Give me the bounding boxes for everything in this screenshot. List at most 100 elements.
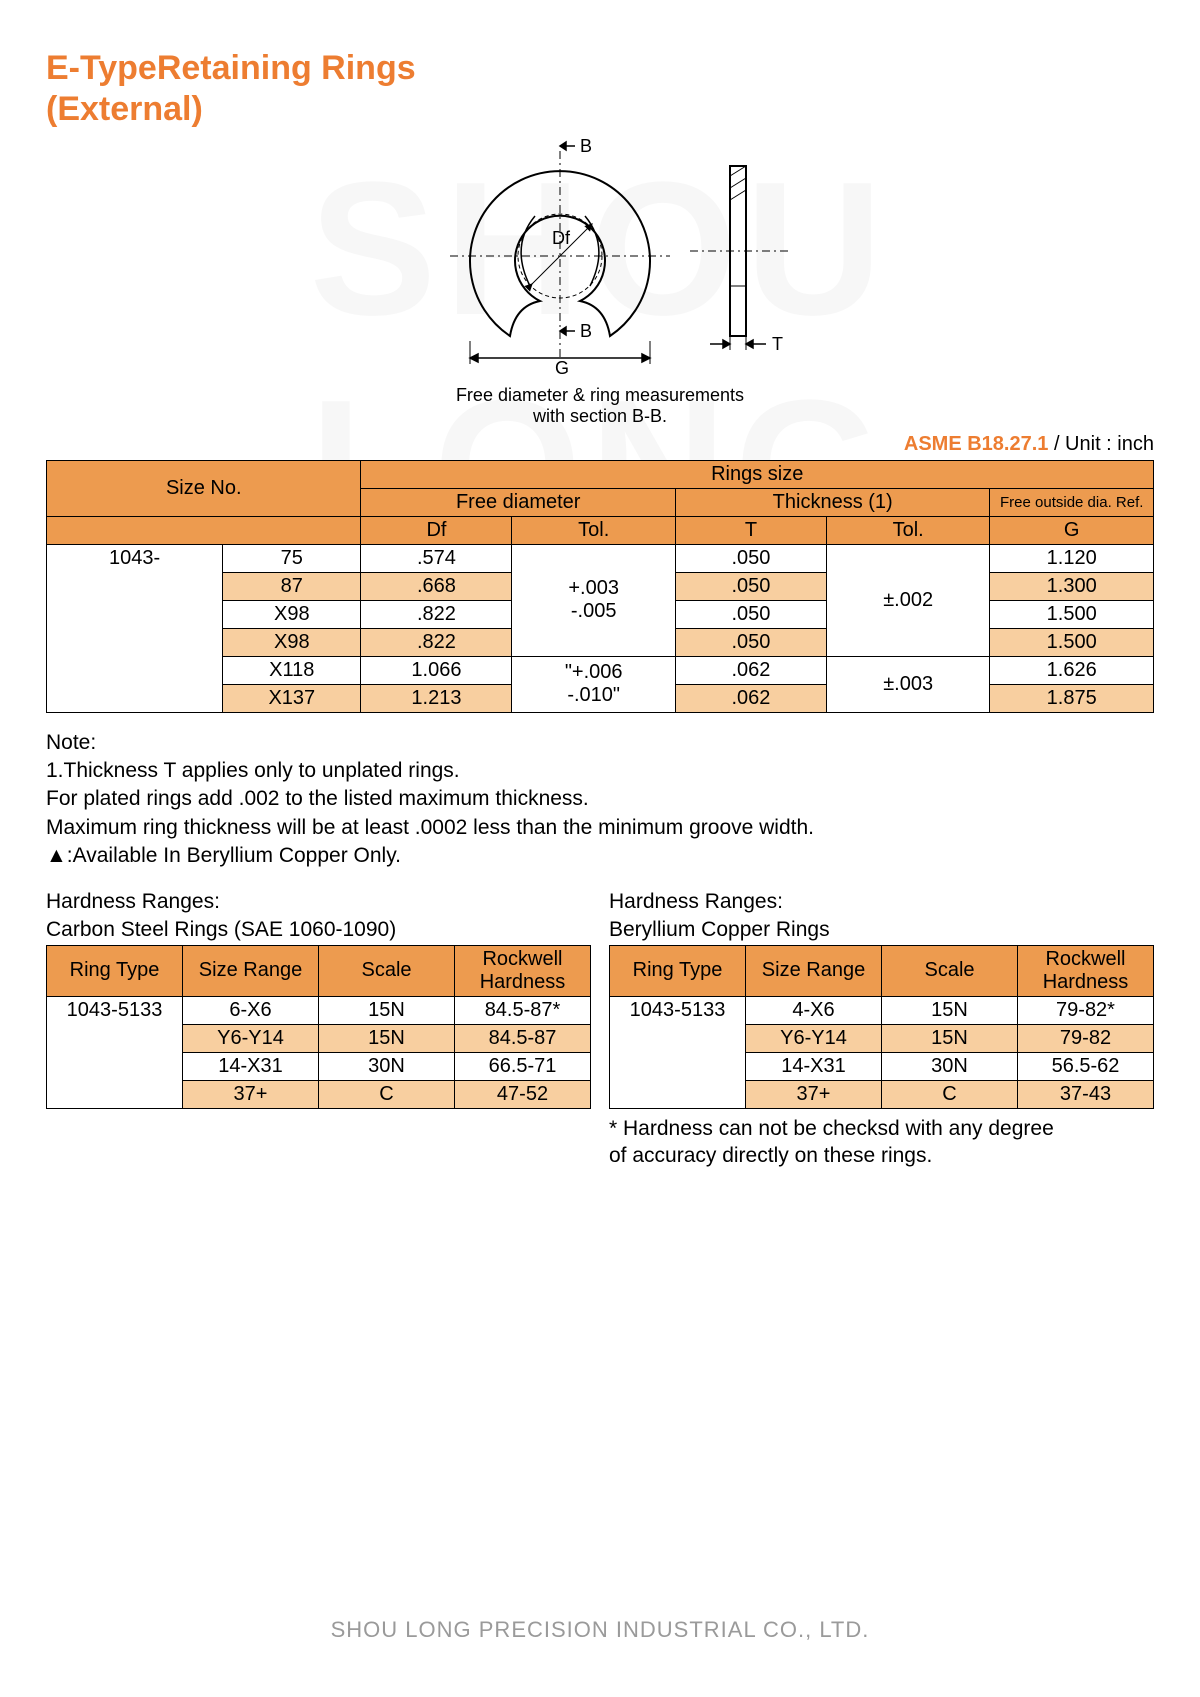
- cell-size: X98: [223, 600, 361, 628]
- cell-g: 1.875: [990, 684, 1154, 712]
- cell: 79-82*: [1018, 996, 1154, 1024]
- cell-df: 1.213: [361, 684, 512, 712]
- cell-df: .574: [361, 544, 512, 572]
- cell-tol-t-g1: ±.002: [826, 544, 990, 656]
- th-thickness: Thickness (1): [675, 488, 989, 516]
- th-g: G: [990, 516, 1154, 544]
- hardness-title: Hardness Ranges:: [46, 890, 220, 913]
- cell: Y6-Y14: [183, 1024, 319, 1052]
- diagram-label-t: T: [772, 334, 783, 354]
- cell-df: .668: [361, 572, 512, 600]
- cell: 4-X6: [746, 996, 882, 1024]
- spec-standard-line: ASME B18.27.1 / Unit : inch: [46, 433, 1154, 456]
- cell: 84.5-87: [455, 1024, 591, 1052]
- cell: 15N: [882, 996, 1018, 1024]
- cell-df: .822: [361, 600, 512, 628]
- cell: 79-82: [1018, 1024, 1154, 1052]
- th-scale: Scale: [882, 945, 1018, 996]
- diagram-label-g: G: [555, 358, 569, 376]
- th-tol-df: Tol.: [512, 516, 676, 544]
- cell: C: [882, 1080, 1018, 1108]
- beryllium-ring-type: 1043-5133: [610, 996, 746, 1108]
- th-free-diameter: Free diameter: [361, 488, 675, 516]
- diagram-label-df: Df: [552, 228, 571, 248]
- th-tol-t: Tol.: [826, 516, 990, 544]
- cell-df: .822: [361, 628, 512, 656]
- notes-block: Note: 1.Thickness T applies only to unpl…: [46, 729, 1154, 871]
- standard-code: ASME B18.27.1: [904, 433, 1049, 455]
- diagram-label-b-bottom: B: [580, 321, 592, 341]
- cell-g: 1.120: [990, 544, 1154, 572]
- cell-t: .050: [675, 572, 826, 600]
- th-blank: [47, 516, 361, 544]
- note-line: Maximum ring thickness will be at least …: [46, 814, 1154, 842]
- technical-diagram: B B Df G: [46, 136, 1154, 427]
- carbon-steel-block: Hardness Ranges: Carbon Steel Rings (SAE…: [46, 888, 591, 1169]
- diagram-caption-2: with section B-B.: [533, 406, 667, 426]
- th-df: Df: [361, 516, 512, 544]
- cell-g: 1.500: [990, 600, 1154, 628]
- th-size-range: Size Range: [746, 945, 882, 996]
- cell-t: .062: [675, 684, 826, 712]
- cell-size: 75: [223, 544, 361, 572]
- th-ring-type: Ring Type: [610, 945, 746, 996]
- cell-t: .050: [675, 628, 826, 656]
- cell: 15N: [319, 1024, 455, 1052]
- hardness-title: Hardness Ranges:: [609, 890, 783, 913]
- beryllium-block: Hardness Ranges: Beryllium Copper Rings …: [609, 888, 1154, 1169]
- cell-g: 1.626: [990, 656, 1154, 684]
- th-rings-size: Rings size: [361, 460, 1154, 488]
- title-line1: E-TypeRetaining Rings: [46, 49, 416, 87]
- cell-tol-t-g2: ±.003: [826, 656, 990, 712]
- cell-t: .050: [675, 600, 826, 628]
- cell: 15N: [319, 996, 455, 1024]
- cell: C: [319, 1080, 455, 1108]
- th-size-range: Size Range: [183, 945, 319, 996]
- th-free-outside: Free outside dia. Ref.: [990, 488, 1154, 516]
- cell: 14-X31: [183, 1052, 319, 1080]
- main-spec-table: Size No. Rings size Free diameter Thickn…: [46, 460, 1154, 713]
- cell: 30N: [882, 1052, 1018, 1080]
- cell: 84.5-87*: [455, 996, 591, 1024]
- cell: Y6-Y14: [746, 1024, 882, 1052]
- beryllium-subtitle: Beryllium Copper Rings: [609, 918, 830, 941]
- series-cell: 1043-: [47, 544, 223, 712]
- cell-t: .050: [675, 544, 826, 572]
- carbon-ring-type: 1043-5133: [47, 996, 183, 1108]
- diagram-caption-1: Free diameter & ring measurements: [456, 385, 744, 405]
- cell-size: X98: [223, 628, 361, 656]
- cell-g: 1.300: [990, 572, 1154, 600]
- cell-t: .062: [675, 656, 826, 684]
- hardness-footnote: * Hardness can not be checksd with any d…: [609, 1115, 1154, 1170]
- carbon-table: Ring Type Size Range Scale Rockwell Hard…: [46, 945, 591, 1109]
- cell: 47-52: [455, 1080, 591, 1108]
- cell: 6-X6: [183, 996, 319, 1024]
- cell-size: 87: [223, 572, 361, 600]
- cell: 15N: [882, 1024, 1018, 1052]
- th-scale: Scale: [319, 945, 455, 996]
- cell: 37+: [746, 1080, 882, 1108]
- note-line: ▲:Available In Beryllium Copper Only.: [46, 842, 1154, 870]
- cell: 30N: [319, 1052, 455, 1080]
- carbon-subtitle: Carbon Steel Rings (SAE 1060-1090): [46, 918, 396, 941]
- note-line: For plated rings add .002 to the listed …: [46, 785, 1154, 813]
- th-rockwell: Rockwell Hardness: [1018, 945, 1154, 996]
- title-line2: (External): [46, 90, 203, 128]
- cell-tol-df-g1: +.003-.005: [512, 544, 676, 656]
- cell: 37+: [183, 1080, 319, 1108]
- th-rockwell: Rockwell Hardness: [455, 945, 591, 996]
- cell-df: 1.066: [361, 656, 512, 684]
- beryllium-table: Ring Type Size Range Scale Rockwell Hard…: [609, 945, 1154, 1109]
- cell: 14-X31: [746, 1052, 882, 1080]
- cell-g: 1.500: [990, 628, 1154, 656]
- footer-company: SHOU LONG PRECISION INDUSTRIAL CO., LTD.: [0, 1617, 1200, 1643]
- unit-label: / Unit : inch: [1048, 433, 1154, 455]
- cell: 56.5-62: [1018, 1052, 1154, 1080]
- cell: 66.5-71: [455, 1052, 591, 1080]
- page-title: E-TypeRetaining Rings (External): [46, 48, 1154, 130]
- cell-tol-df-g2: "+.006-.010": [512, 656, 676, 712]
- th-ring-type: Ring Type: [47, 945, 183, 996]
- ring-diagram-svg: B B Df G: [380, 136, 820, 376]
- note-line: 1.Thickness T applies only to unplated r…: [46, 757, 1154, 785]
- note-label: Note:: [46, 729, 1154, 757]
